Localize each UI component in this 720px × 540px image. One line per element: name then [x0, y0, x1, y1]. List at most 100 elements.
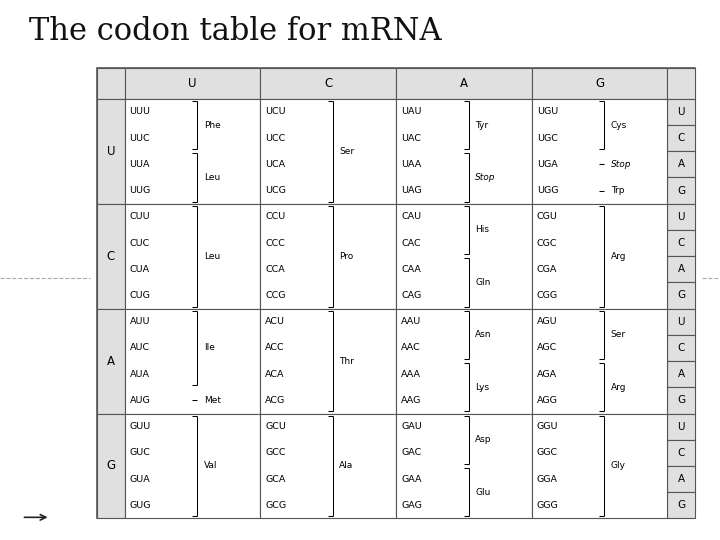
Text: GAG: GAG — [401, 501, 422, 510]
Text: G: G — [107, 460, 115, 472]
Bar — [667, 151, 695, 178]
Bar — [667, 68, 695, 99]
Text: GUU: GUU — [130, 422, 151, 431]
Bar — [667, 204, 695, 230]
Text: CAA: CAA — [401, 265, 421, 274]
Text: CUA: CUA — [130, 265, 150, 274]
Bar — [667, 125, 695, 151]
Text: AUG: AUG — [130, 396, 150, 405]
Text: CUG: CUG — [130, 291, 150, 300]
Text: UCG: UCG — [266, 186, 286, 195]
Text: Cys: Cys — [611, 120, 627, 130]
Text: CAC: CAC — [401, 239, 420, 247]
Text: AGG: AGG — [537, 396, 557, 405]
Bar — [667, 230, 695, 256]
Text: UAC: UAC — [401, 134, 421, 143]
Text: GAA: GAA — [401, 475, 421, 483]
Text: GCC: GCC — [266, 448, 286, 457]
Text: CGA: CGA — [537, 265, 557, 274]
Text: GGG: GGG — [537, 501, 559, 510]
Text: Gly: Gly — [611, 462, 626, 470]
Text: ACC: ACC — [266, 343, 285, 353]
Bar — [97, 68, 125, 99]
Text: CUU: CUU — [130, 212, 150, 221]
Text: ACG: ACG — [266, 396, 286, 405]
Text: Ala: Ala — [339, 462, 354, 470]
Text: Leu: Leu — [204, 173, 220, 182]
Text: AAC: AAC — [401, 343, 420, 353]
Text: ACA: ACA — [266, 370, 285, 379]
Bar — [667, 308, 695, 335]
Text: UGG: UGG — [537, 186, 558, 195]
Text: UCC: UCC — [266, 134, 286, 143]
Text: Stop: Stop — [475, 173, 495, 182]
Text: UUA: UUA — [130, 160, 150, 169]
Text: A: A — [678, 159, 685, 170]
Text: GCG: GCG — [266, 501, 287, 510]
Bar — [667, 361, 695, 387]
Bar — [667, 440, 695, 466]
Text: Met: Met — [204, 396, 220, 405]
Text: UUC: UUC — [130, 134, 150, 143]
Text: UGC: UGC — [537, 134, 557, 143]
Text: GAU: GAU — [401, 422, 422, 431]
Text: C: C — [678, 238, 685, 248]
Text: Thr: Thr — [339, 356, 354, 366]
Text: U: U — [678, 422, 685, 431]
Bar — [667, 387, 695, 414]
Text: Lys: Lys — [475, 383, 489, 392]
Text: CCA: CCA — [266, 265, 285, 274]
Bar — [667, 466, 695, 492]
Text: UAA: UAA — [401, 160, 421, 169]
Bar — [97, 204, 125, 309]
Text: His: His — [475, 225, 489, 234]
Text: AGU: AGU — [537, 317, 557, 326]
Bar — [667, 256, 695, 282]
Text: Asn: Asn — [475, 330, 492, 339]
Text: Leu: Leu — [204, 252, 220, 261]
Text: GGU: GGU — [537, 422, 558, 431]
Text: AGC: AGC — [537, 343, 557, 353]
Text: Tyr: Tyr — [475, 120, 488, 130]
Text: G: G — [677, 500, 685, 510]
Text: C: C — [678, 343, 685, 353]
Bar — [531, 68, 667, 99]
Text: GUA: GUA — [130, 475, 150, 483]
Bar — [667, 178, 695, 204]
Text: CGU: CGU — [537, 212, 557, 221]
Text: UCA: UCA — [266, 160, 285, 169]
Text: The codon table for mRNA: The codon table for mRNA — [29, 16, 441, 47]
Text: UUG: UUG — [130, 186, 151, 195]
Bar — [97, 99, 125, 204]
Text: GUG: GUG — [130, 501, 151, 510]
Text: A: A — [678, 264, 685, 274]
Text: CGG: CGG — [537, 291, 558, 300]
Text: C: C — [678, 133, 685, 143]
Text: ACU: ACU — [266, 317, 285, 326]
Text: AUC: AUC — [130, 343, 150, 353]
Text: UAU: UAU — [401, 107, 421, 117]
Text: Arg: Arg — [611, 383, 626, 392]
Bar — [125, 68, 261, 99]
Text: A: A — [460, 77, 468, 90]
Text: A: A — [678, 474, 685, 484]
Text: CCC: CCC — [266, 239, 285, 247]
Text: AUU: AUU — [130, 317, 150, 326]
Text: UGA: UGA — [537, 160, 557, 169]
Bar — [667, 492, 695, 518]
Text: CAU: CAU — [401, 212, 421, 221]
Text: UCU: UCU — [266, 107, 286, 117]
Bar — [396, 68, 531, 99]
Text: G: G — [677, 186, 685, 195]
Text: Arg: Arg — [611, 252, 626, 261]
Text: Gln: Gln — [475, 278, 490, 287]
Text: Ser: Ser — [611, 330, 626, 339]
Text: U: U — [678, 317, 685, 327]
Text: Asp: Asp — [475, 435, 492, 444]
Text: A: A — [678, 369, 685, 379]
Text: AAU: AAU — [401, 317, 421, 326]
Text: G: G — [677, 291, 685, 300]
Text: GUC: GUC — [130, 448, 150, 457]
Text: Glu: Glu — [475, 488, 490, 497]
Bar — [667, 99, 695, 125]
